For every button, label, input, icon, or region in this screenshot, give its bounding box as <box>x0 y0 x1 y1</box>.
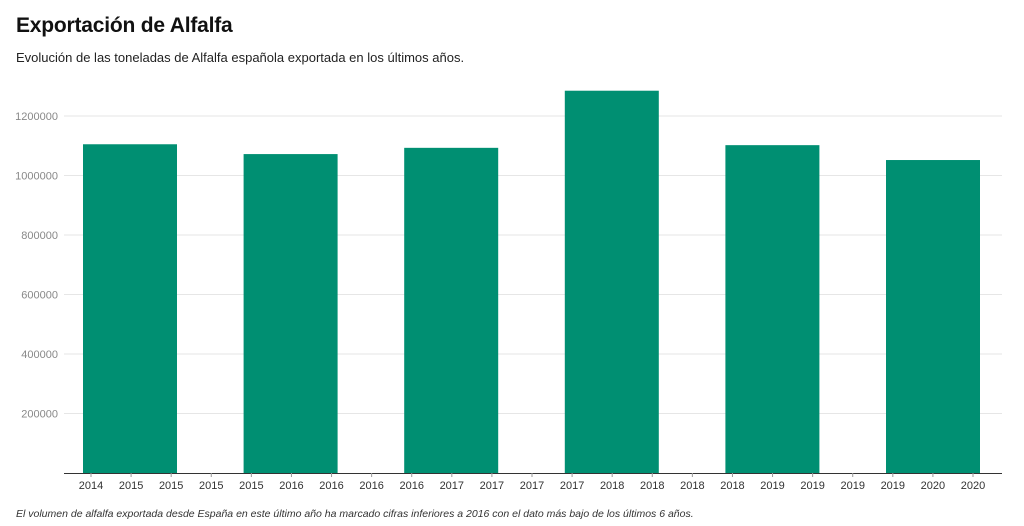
bar-2016 <box>243 154 338 473</box>
y-tick-label: 1000000 <box>15 171 58 183</box>
x-tick-label: 2016 <box>319 480 343 492</box>
bar-2020 <box>886 160 980 473</box>
footnote: El volumen de alfalfa exportada desde Es… <box>16 508 694 520</box>
x-tick-label: 2015 <box>159 480 183 492</box>
bar-2015 <box>83 144 177 473</box>
y-tick-label: 600000 <box>21 290 58 302</box>
y-axis-ticks: 200000 400000 600000 800000 1000000 1200000 <box>15 111 58 421</box>
x-tick-label: 2019 <box>881 480 905 492</box>
x-tick-label: 2018 <box>680 480 704 492</box>
x-tick-label: 2015 <box>119 480 143 492</box>
x-tick-label: 2017 <box>480 480 504 492</box>
y-tick-label: 200000 <box>21 409 58 421</box>
x-tick-label: 2019 <box>840 480 864 492</box>
y-tick-label: 400000 <box>21 349 58 361</box>
bar-2017 <box>404 147 499 473</box>
x-tick-label: 2016 <box>279 480 303 492</box>
x-tick-label: 2019 <box>800 480 824 492</box>
x-axis-ticks: 2014 2015 2015 2015 2015 2016 2016 2016 2016 2017… <box>79 473 985 492</box>
x-tick-label: 2017 <box>560 480 584 492</box>
x-tick-label: 2016 <box>359 480 383 492</box>
y-tick-label: 1200000 <box>15 111 58 123</box>
y-tick-label: 800000 <box>21 230 58 242</box>
x-tick-label: 2017 <box>440 480 464 492</box>
bars <box>83 90 980 474</box>
x-tick-label: 2015 <box>239 480 263 492</box>
x-tick-label: 2014 <box>79 480 103 492</box>
x-tick-label: 2020 <box>961 480 985 492</box>
x-tick-label: 2018 <box>640 480 664 492</box>
x-tick-label: 2015 <box>199 480 223 492</box>
bar-2019 <box>725 145 820 473</box>
x-tick-label: 2018 <box>600 480 624 492</box>
bar-chart: 200000 400000 600000 800000 1000000 1200000 2… <box>15 90 1002 492</box>
chart-subtitle: Evolución de las toneladas de Alfalfa es… <box>16 50 465 65</box>
x-tick-label: 2020 <box>921 480 945 492</box>
x-tick-label: 2018 <box>720 480 744 492</box>
x-tick-label: 2016 <box>399 480 423 492</box>
x-tick-label: 2017 <box>520 480 544 492</box>
x-tick-label: 2019 <box>760 480 784 492</box>
gridlines <box>64 115 1002 414</box>
chart-title: Exportación de Alfalfa <box>16 14 233 37</box>
bar-2018 <box>564 90 659 474</box>
